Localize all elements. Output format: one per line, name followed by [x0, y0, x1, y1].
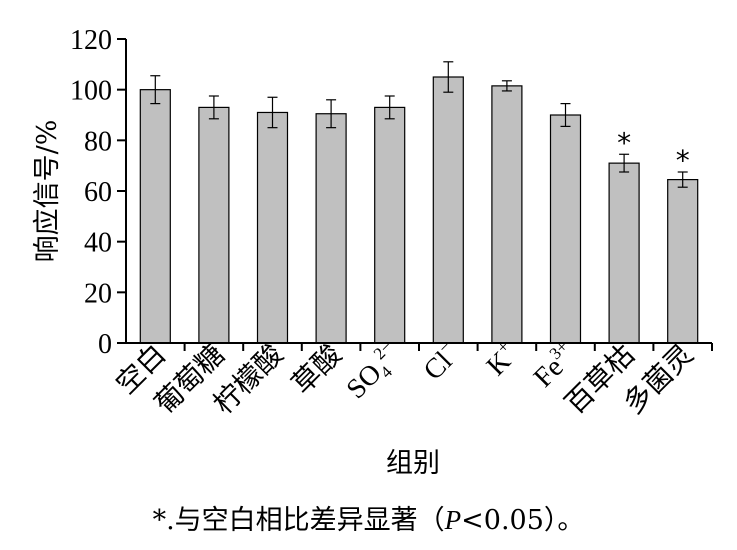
x-tick-label: SO42−	[338, 337, 408, 407]
error-bar	[208, 95, 219, 120]
error-bar	[384, 95, 395, 120]
y-tick-label: 20	[84, 278, 112, 309]
bar	[139, 89, 171, 344]
error-bar	[560, 102, 571, 128]
footnote-prefix: *.与空白相比差异显著（	[152, 505, 445, 536]
bar	[256, 111, 289, 344]
bar	[432, 76, 464, 344]
footnote-suffix: <0.05）。	[461, 505, 585, 536]
x-tick-label: 草酸	[285, 338, 348, 401]
error-bar	[619, 153, 630, 173]
significance-marker: *	[617, 126, 631, 159]
bar	[374, 106, 406, 344]
y-tick-label: 40	[84, 228, 112, 259]
bar	[667, 179, 699, 344]
y-tick-label: 60	[84, 177, 112, 208]
y-tick-label: 100	[70, 76, 112, 107]
bars: **	[139, 61, 699, 344]
error-bar	[677, 171, 688, 188]
significance-marker: *	[676, 144, 690, 177]
error-bar	[150, 75, 161, 105]
bar	[491, 85, 523, 344]
y-tick-label: 120	[70, 25, 112, 56]
bar	[608, 162, 640, 344]
error-bar	[501, 80, 512, 92]
footnote: *.与空白相比差异显著（P<0.05）。	[0, 498, 737, 537]
error-bar	[326, 99, 337, 129]
x-tick-label: Cl−	[416, 337, 466, 387]
y-tick-label: 80	[84, 126, 112, 157]
y-axis-ticks: 0 20 40 60 80 100 120	[70, 25, 126, 360]
y-tick-label: 0	[98, 329, 112, 360]
y-axis-label: 响应信号/%	[32, 120, 63, 263]
bar	[198, 106, 230, 344]
error-bar	[267, 96, 278, 129]
bar	[549, 114, 582, 344]
footnote-p-symbol: P	[444, 505, 462, 535]
error-bar	[443, 61, 454, 93]
x-axis-label: 组别	[386, 448, 440, 479]
bar	[315, 113, 347, 344]
